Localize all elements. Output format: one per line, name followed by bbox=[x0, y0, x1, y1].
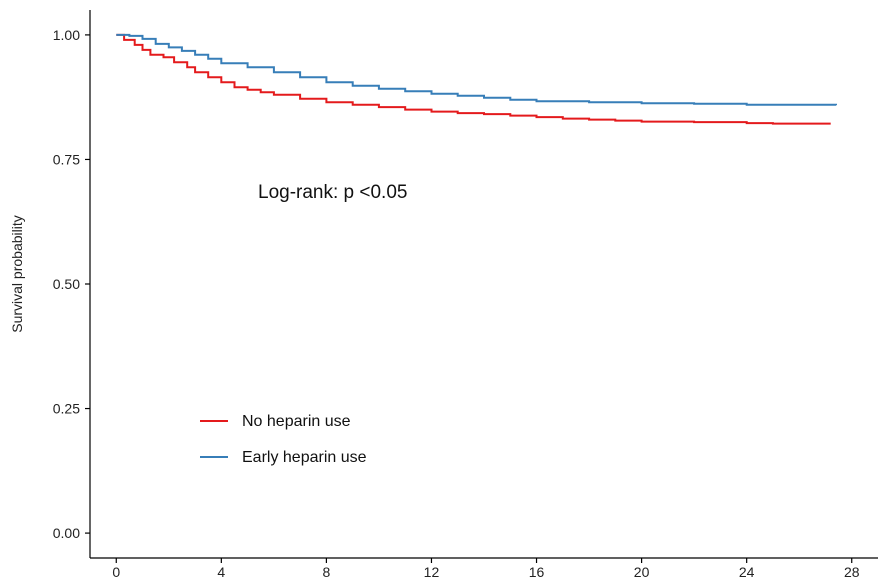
x-tick-label: 28 bbox=[844, 564, 860, 580]
x-tick-label: 24 bbox=[739, 564, 755, 580]
y-tick-label: 0.00 bbox=[53, 525, 80, 541]
legend-label-no-heparin-use: No heparin use bbox=[242, 413, 351, 430]
y-tick-label: 0.25 bbox=[53, 401, 80, 417]
y-axis-title: Survival probability bbox=[9, 215, 25, 333]
legend-label-early-heparin-use: Early heparin use bbox=[242, 449, 367, 466]
axes: 0.00 0.25 0.50 0.75 1.00 0 4 8 12 16 20 24 28 bbox=[53, 10, 878, 580]
series-line-no-heparin-use bbox=[116, 33, 831, 125]
log-rank-annotation: Log-rank: p <0.05 bbox=[258, 182, 407, 203]
x-ticks: 0 4 8 12 16 20 24 28 bbox=[112, 558, 860, 580]
x-tick-label: 4 bbox=[217, 564, 225, 580]
x-tick-label: 20 bbox=[634, 564, 650, 580]
x-tick-label: 12 bbox=[424, 564, 440, 580]
series-line-early-heparin-use bbox=[116, 33, 837, 106]
series-layer bbox=[116, 33, 837, 125]
y-tick-label: 0.50 bbox=[53, 276, 80, 292]
legend: No heparin use Early heparin use bbox=[200, 413, 367, 466]
y-ticks: 0.00 0.25 0.50 0.75 1.00 bbox=[53, 27, 90, 541]
y-tick-label: 1.00 bbox=[53, 27, 80, 43]
x-tick-label: 8 bbox=[323, 564, 331, 580]
x-tick-label: 0 bbox=[112, 564, 120, 580]
x-tick-label: 16 bbox=[529, 564, 545, 580]
y-tick-label: 0.75 bbox=[53, 151, 80, 167]
